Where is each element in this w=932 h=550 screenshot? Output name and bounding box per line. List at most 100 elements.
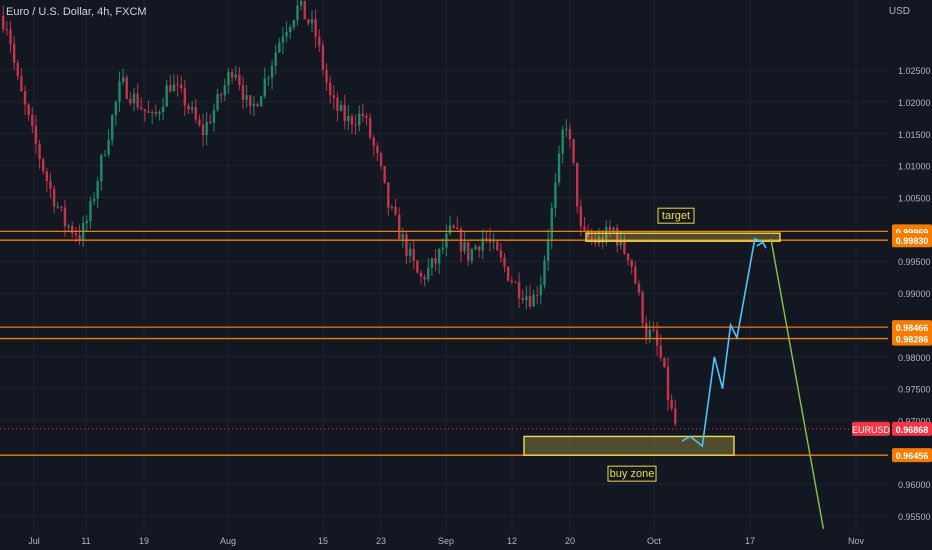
- candle-body: [419, 272, 423, 277]
- candle-body: [325, 69, 328, 83]
- candle-body: [234, 74, 237, 78]
- candle-body: [292, 20, 296, 27]
- price-tag[interactable]: [892, 448, 932, 463]
- candle-body: [187, 105, 190, 110]
- candle-body: [281, 36, 285, 43]
- candle-body: [645, 323, 648, 338]
- candle-body: [74, 233, 78, 236]
- y-tick-label: 0.97000: [898, 417, 931, 427]
- candle-body: [2, 15, 5, 30]
- candle-body: [60, 206, 63, 208]
- candle-body: [161, 106, 165, 113]
- candle-body: [605, 226, 608, 243]
- target-label: target: [662, 210, 690, 222]
- candle-body: [623, 239, 626, 254]
- candle-body: [339, 104, 343, 111]
- candle-body: [41, 159, 45, 172]
- projection-down-path[interactable]: [770, 238, 825, 529]
- candle-body: [165, 85, 168, 107]
- candle-body: [147, 111, 150, 113]
- candle-body: [463, 242, 466, 252]
- price-tag[interactable]: [892, 233, 932, 248]
- price-tag[interactable]: [892, 421, 932, 436]
- candle-body: [321, 45, 325, 70]
- candle-body: [390, 206, 394, 208]
- candle-body: [579, 206, 583, 227]
- candle-body: [176, 84, 179, 86]
- candle-body: [557, 153, 561, 183]
- x-tick-label: 20: [565, 536, 575, 546]
- candle-body: [100, 155, 103, 182]
- candle-body: [103, 154, 107, 156]
- candle-body: [252, 104, 256, 106]
- y-tick-label: 1.00500: [898, 194, 931, 204]
- candle-body: [299, 0, 303, 6]
- candle-body: [568, 128, 572, 140]
- candle-body: [514, 281, 517, 283]
- zones[interactable]: target buy zone: [523, 207, 781, 482]
- price-tag-label: 0.96868: [896, 425, 929, 435]
- candle-body: [194, 107, 197, 120]
- candle-body: [477, 246, 481, 251]
- price-tag[interactable]: [892, 331, 932, 346]
- projections[interactable]: [681, 237, 825, 529]
- candle-body: [576, 162, 579, 207]
- candle-body: [314, 19, 317, 37]
- candle-body: [397, 214, 401, 239]
- candle-body: [532, 294, 535, 307]
- candle-body: [107, 140, 110, 155]
- candle-body: [394, 206, 397, 215]
- candle-body: [241, 85, 245, 100]
- candle-body: [172, 84, 176, 92]
- candle-body: [383, 166, 386, 183]
- candle-body: [332, 95, 336, 98]
- candle-body: [365, 115, 368, 118]
- candle-body: [387, 182, 390, 208]
- buy-label-box: [607, 465, 657, 482]
- candle-body: [492, 241, 495, 243]
- y-tick-label: 1.02500: [898, 66, 931, 76]
- candle-body: [441, 247, 444, 250]
- candle-body: [630, 260, 633, 267]
- candle-body: [452, 225, 455, 228]
- candle-body: [92, 198, 96, 202]
- candle-body: [612, 228, 615, 231]
- symbol-title[interactable]: Euro / U.S. Dollar, 4h, FXCM: [6, 6, 147, 18]
- price-tag-label: 0.98286: [896, 335, 929, 345]
- candle-body: [223, 85, 227, 96]
- candle-body: [270, 65, 274, 78]
- price-tag-label: 0.98466: [896, 323, 929, 333]
- target-zone-box[interactable]: [585, 232, 781, 242]
- candle-body: [12, 44, 16, 63]
- candle-body: [423, 276, 426, 280]
- projection-up-path[interactable]: [681, 237, 764, 448]
- target-label-box: [657, 207, 695, 224]
- horizontal-levels[interactable]: [0, 230, 888, 456]
- candle-body: [663, 357, 666, 368]
- candle-body: [328, 82, 332, 96]
- candle-body: [154, 111, 158, 115]
- candle-body: [608, 226, 612, 231]
- candle-body: [641, 292, 644, 324]
- x-tick-label: Aug: [220, 536, 236, 546]
- candle-body: [354, 124, 357, 126]
- candle-body: [376, 146, 379, 154]
- candle-body: [9, 29, 12, 45]
- y-tick-label: 0.97500: [898, 385, 931, 395]
- candle-body: [412, 248, 415, 261]
- price-tag[interactable]: [892, 320, 932, 335]
- buy-zone-box[interactable]: [523, 435, 735, 456]
- candle-body: [125, 77, 128, 99]
- candle-body: [539, 285, 543, 296]
- candle-body: [652, 329, 655, 331]
- candle-body: [416, 260, 419, 273]
- candle-body: [140, 107, 143, 110]
- candle-body: [626, 253, 630, 261]
- candle-body: [216, 94, 219, 110]
- candle-body: [525, 296, 528, 301]
- axes: 1.02500 1.02000 1.01500 1.01000 1.00500 0.995…: [28, 66, 932, 546]
- candle-body: [506, 266, 510, 281]
- price-tag-label: 0.99969: [896, 227, 929, 237]
- candle-body: [158, 112, 161, 115]
